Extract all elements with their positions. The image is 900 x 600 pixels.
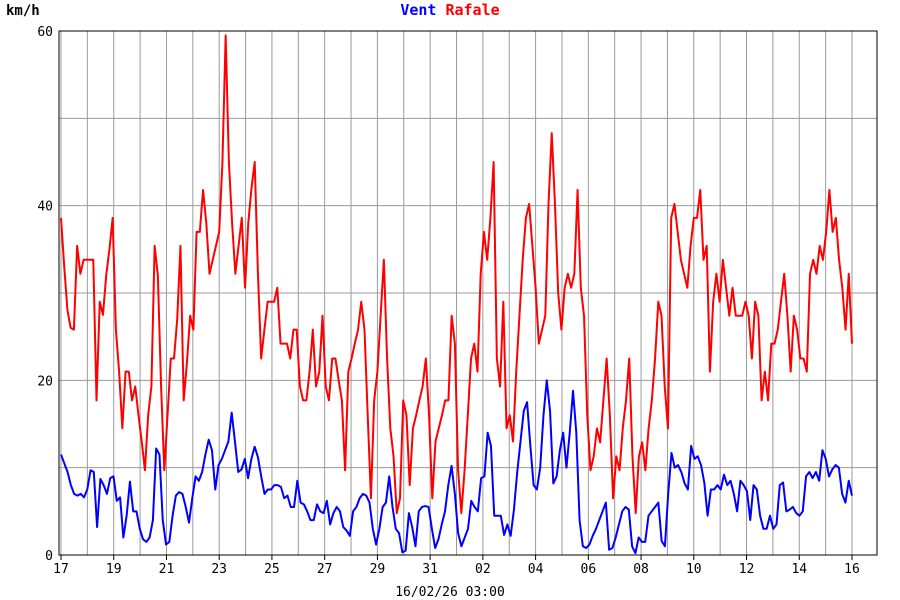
y-axis-unit-label: km/h (6, 3, 40, 19)
x-tick-label: 27 (317, 562, 333, 577)
chart-legend: Vent Rafale (400, 1, 499, 19)
x-tick-label: 08 (633, 562, 649, 577)
y-tick-label: 0 (45, 549, 53, 564)
x-tick-label: 31 (422, 562, 438, 577)
x-tick-label: 04 (528, 562, 544, 577)
x-tick-label: 06 (581, 562, 597, 577)
legend-rafale: Rafale (445, 1, 499, 19)
x-tick-label: 17 (53, 562, 69, 577)
x-tick-label: 14 (791, 562, 807, 577)
series-line-rafale (60, 34, 853, 515)
series-line-vent (60, 379, 853, 555)
x-tick-label: 12 (739, 562, 755, 577)
timestamp-footer: 16/02/26 03:00 (395, 585, 505, 600)
x-tick-label: 25 (264, 562, 280, 577)
y-tick-label: 60 (37, 25, 53, 40)
y-tick-label: 40 (37, 200, 53, 215)
y-tick-label: 20 (37, 374, 53, 389)
x-tick-label: 19 (106, 562, 122, 577)
y-axis: 0 20 40 60 (37, 25, 53, 564)
plot-frame (58, 30, 878, 556)
series-layer (60, 34, 853, 555)
x-tick-label: 23 (211, 562, 227, 577)
grid (59, 31, 877, 555)
x-axis: 17 19 21 23 25 27 29 31 02 04 06 08 10 12 14 16 (53, 555, 860, 577)
x-tick-label: 02 (475, 562, 491, 577)
x-tick-label: 29 (370, 562, 386, 577)
x-tick-label: 21 (159, 562, 175, 577)
x-tick-label: 16 (844, 562, 860, 577)
legend-vent: Vent (400, 1, 436, 19)
x-tick-label: 10 (686, 562, 702, 577)
